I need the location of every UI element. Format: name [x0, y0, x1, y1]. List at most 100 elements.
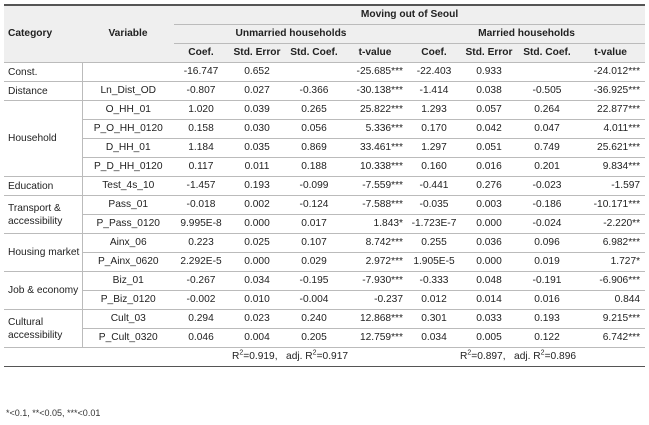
column-header: Coef.: [408, 43, 460, 63]
table-row: Const. -16.747 0.652 -25.685*** -22.403 0.933…: [4, 62, 646, 82]
cell-value: 0.000: [460, 252, 518, 272]
variable-name: P_O_HH_0120: [81, 119, 174, 139]
cell-value: 0.025: [228, 233, 286, 253]
cell-value: 0.056: [286, 119, 342, 139]
category-label: Education: [4, 176, 82, 196]
cell-value: 0.240: [286, 309, 342, 329]
category-label: Distance: [4, 81, 82, 101]
table-row: Distance Ln_Dist_OD -0.807 0.027 -0.366 -30.1…: [4, 81, 646, 101]
cell-value: 0.652: [228, 62, 286, 82]
cell-value: 1.843*: [342, 214, 408, 234]
header-row-group: Category Variable Moving out of Seoul: [4, 4, 646, 63]
cell-value: 0.016: [460, 157, 518, 177]
cell-value: 9.215***: [576, 309, 646, 329]
table-row: Education Test_4s_10 -1.457 0.193 -0.099 -7.5…: [4, 176, 646, 196]
variable-name: O_HH_01: [81, 100, 174, 120]
cell-value: -0.018: [174, 195, 228, 215]
cell-value: 1.293: [408, 100, 460, 120]
cell-value: 25.621***: [576, 138, 646, 158]
variable-name: P_Biz_0120: [81, 290, 174, 310]
r-letter: R: [460, 351, 468, 362]
married-header: Married households: [408, 24, 646, 44]
cell-value: 0.034: [228, 271, 286, 291]
cell-value: 0.023: [228, 309, 286, 329]
cell-value: 0.193: [518, 309, 576, 329]
cell-value: 0.030: [228, 119, 286, 139]
married-r2: =0.897,: [471, 351, 506, 362]
cell-value: -24.012***: [576, 62, 646, 82]
column-header: Std. Error: [228, 43, 286, 63]
variable-name: Ainx_06: [81, 233, 174, 253]
cell-value: -16.747: [174, 62, 228, 82]
table-row: P_D_HH_0120 0.117 0.011 0.188 10.338*** 0.160…: [4, 157, 646, 177]
cell-value: -0.237: [342, 290, 408, 310]
cell-value: -0.004: [286, 290, 342, 310]
category-label: Transport & accessibility: [4, 195, 82, 234]
cell-value: -2.220**: [576, 214, 646, 234]
cell-value: 25.822***: [342, 100, 408, 120]
cell-value: 0.035: [228, 138, 286, 158]
cell-value: -0.333: [408, 271, 460, 291]
variable-name: Test_4s_10: [81, 176, 174, 196]
squared-sup: 2: [467, 349, 472, 357]
squared-sup: 2: [540, 349, 545, 357]
column-header: Std. Error: [460, 43, 518, 63]
married-adj-prefix: adj. R: [514, 351, 541, 362]
cell-value: 0.033: [460, 309, 518, 329]
table-row: P_Cult_0320 0.046 0.004 0.205 12.759*** 0.034…: [4, 328, 646, 348]
table-row: Cultural accessibility Cult_03 0.294 0.023 0…: [4, 309, 646, 348]
cell-value: 0.014: [460, 290, 518, 310]
cell-value: 0.158: [174, 119, 228, 139]
variable-name: D_HH_01: [81, 138, 174, 158]
cell-value: 0.019: [518, 252, 576, 272]
cell-value: 0.201: [518, 157, 576, 177]
column-header: t-value: [576, 43, 646, 63]
category-label: Household: [4, 100, 82, 177]
cell-value: 6.982***: [576, 233, 646, 253]
table-body: Const. -16.747 0.652 -25.685*** -22.403 0.933…: [4, 62, 646, 367]
cell-value: -1.457: [174, 176, 228, 196]
variable-name: P_Ainx_0620: [81, 252, 174, 272]
cell-value: -0.807: [174, 81, 228, 101]
cell-value: 6.742***: [576, 328, 646, 348]
cell-value: 0.003: [460, 195, 518, 215]
unmarried-header: Unmarried households: [174, 24, 408, 44]
cell-value: 0.046: [174, 328, 228, 348]
cell-value: -0.124: [286, 195, 342, 215]
cell-value: 5.336***: [342, 119, 408, 139]
cell-value: 0.000: [228, 252, 286, 272]
cell-value: 0.027: [228, 81, 286, 101]
cell-value: -0.035: [408, 195, 460, 215]
cell-value: 0.005: [460, 328, 518, 348]
group-title: Moving out of Seoul: [174, 4, 646, 25]
cell-value: 0.844: [576, 290, 646, 310]
cell-value: 0.122: [518, 328, 576, 348]
squared-sup: 2: [312, 349, 317, 357]
cell-value: 0.096: [518, 233, 576, 253]
cell-value: -0.267: [174, 271, 228, 291]
cell-value: 0.048: [460, 271, 518, 291]
cell-value: 0.265: [286, 100, 342, 120]
cell-value: 2.972***: [342, 252, 408, 272]
cell-value: -0.191: [518, 271, 576, 291]
header-row-columns: Coef. Std. Error Std. Coef. t-value Coef. Std…: [4, 43, 646, 63]
table-row: D_HH_01 1.184 0.035 0.869 33.461*** 1.297 0.05…: [4, 138, 646, 158]
category-label: Housing market: [4, 233, 82, 272]
cell-value: 0.036: [460, 233, 518, 253]
cell-value: 0.749: [518, 138, 576, 158]
cell-value: 0.933: [460, 62, 518, 82]
table-row: Housing market Ainx_06 0.223 0.025 0.107 8.74…: [4, 233, 646, 272]
cell-value: 1.727*: [576, 252, 646, 272]
cell-value: [286, 62, 342, 82]
cell-value: 1.020: [174, 100, 228, 120]
cell-value: 0.000: [460, 214, 518, 234]
table-row: P_Biz_0120 -0.002 0.010 -0.004 -0.237 0.012 0.…: [4, 290, 646, 310]
category-label: Job & economy: [4, 271, 82, 310]
cell-value: -7.588***: [342, 195, 408, 215]
cell-value: 2.292E-5: [174, 252, 228, 272]
cell-value: 0.255: [408, 233, 460, 253]
cell-value: 0.051: [460, 138, 518, 158]
category-label: Const.: [4, 62, 82, 82]
fit-row: R2=0.919, adj. R2=0.917 R2=0.897, adj. R2…: [4, 347, 646, 367]
cell-value: 0.039: [228, 100, 286, 120]
